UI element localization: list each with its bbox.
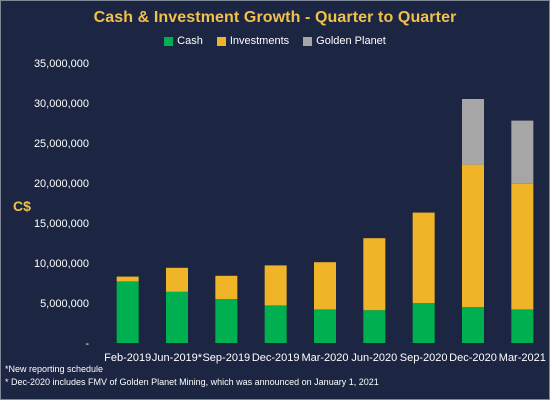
x-tick-label: Jun-2020 [351, 352, 397, 364]
bar-investments [264, 265, 287, 306]
bar-cash [116, 281, 139, 343]
x-tick-label: Feb-2019 [104, 352, 151, 364]
bar-cash [462, 307, 484, 343]
bar-golden-planet [511, 120, 534, 184]
bar-cash [166, 291, 188, 343]
footnote-1: *New reporting schedule [5, 364, 104, 374]
bar-investments [511, 183, 534, 310]
legend-swatch-cash [164, 36, 174, 46]
y-tick-label: 35,000,000 [34, 58, 89, 70]
x-tick-label: Dec-2019 [252, 352, 300, 364]
y-tick-label: - [85, 338, 89, 350]
bar-investments [462, 164, 484, 307]
bar-investments [215, 275, 238, 299]
chart-legend: Cash Investments Golden Planet [1, 35, 549, 47]
bar-cash [412, 303, 435, 343]
bar-cash [363, 310, 386, 343]
legend-swatch-investments [216, 36, 226, 46]
bar-investments [116, 276, 139, 282]
x-tick-label: Mar-2021 [499, 352, 546, 364]
legend-item-investments: Investments [216, 35, 290, 47]
bar-cash [264, 305, 287, 343]
footnote-2: * Dec-2020 includes FMV of Golden Planet… [5, 377, 379, 387]
y-axis-title: C$ [13, 198, 31, 214]
y-tick-label: 30,000,000 [34, 98, 89, 110]
bar-investments [412, 212, 435, 303]
y-tick-label: 20,000,000 [34, 178, 89, 190]
y-tick-label: 10,000,000 [34, 258, 89, 270]
x-tick-label: Mar-2020 [301, 352, 348, 364]
legend-label-cash: Cash [177, 35, 203, 47]
bar-cash [215, 299, 238, 343]
x-tick-label: Jun-2019* [152, 352, 203, 364]
bar-cash [511, 309, 534, 343]
legend-label-investments: Investments [229, 35, 290, 47]
y-tick-label: 25,000,000 [34, 138, 89, 150]
y-tick-label: 15,000,000 [34, 218, 89, 230]
legend-item-cash: Cash [164, 35, 203, 47]
chart-title: Cash & Investment Growth - Quarter to Qu… [93, 9, 457, 26]
bar-golden-planet [462, 99, 484, 165]
x-tick-label: Sep-2019 [202, 352, 250, 364]
legend-item-golden-planet: Golden Planet [303, 35, 386, 47]
y-tick-label: 5,000,000 [40, 298, 89, 310]
bar-investments [166, 267, 188, 292]
bar-investments [314, 262, 336, 310]
legend-label-golden-planet: Golden Planet [316, 35, 386, 47]
footnotes: *New reporting schedule * Dec-2020 inclu… [5, 363, 379, 389]
legend-swatch-golden-planet [303, 36, 313, 46]
bar-cash [314, 309, 336, 343]
x-tick-label: Sep-2020 [400, 352, 448, 364]
x-tick-label: Dec-2020 [449, 352, 497, 364]
bar-investments [363, 238, 386, 311]
